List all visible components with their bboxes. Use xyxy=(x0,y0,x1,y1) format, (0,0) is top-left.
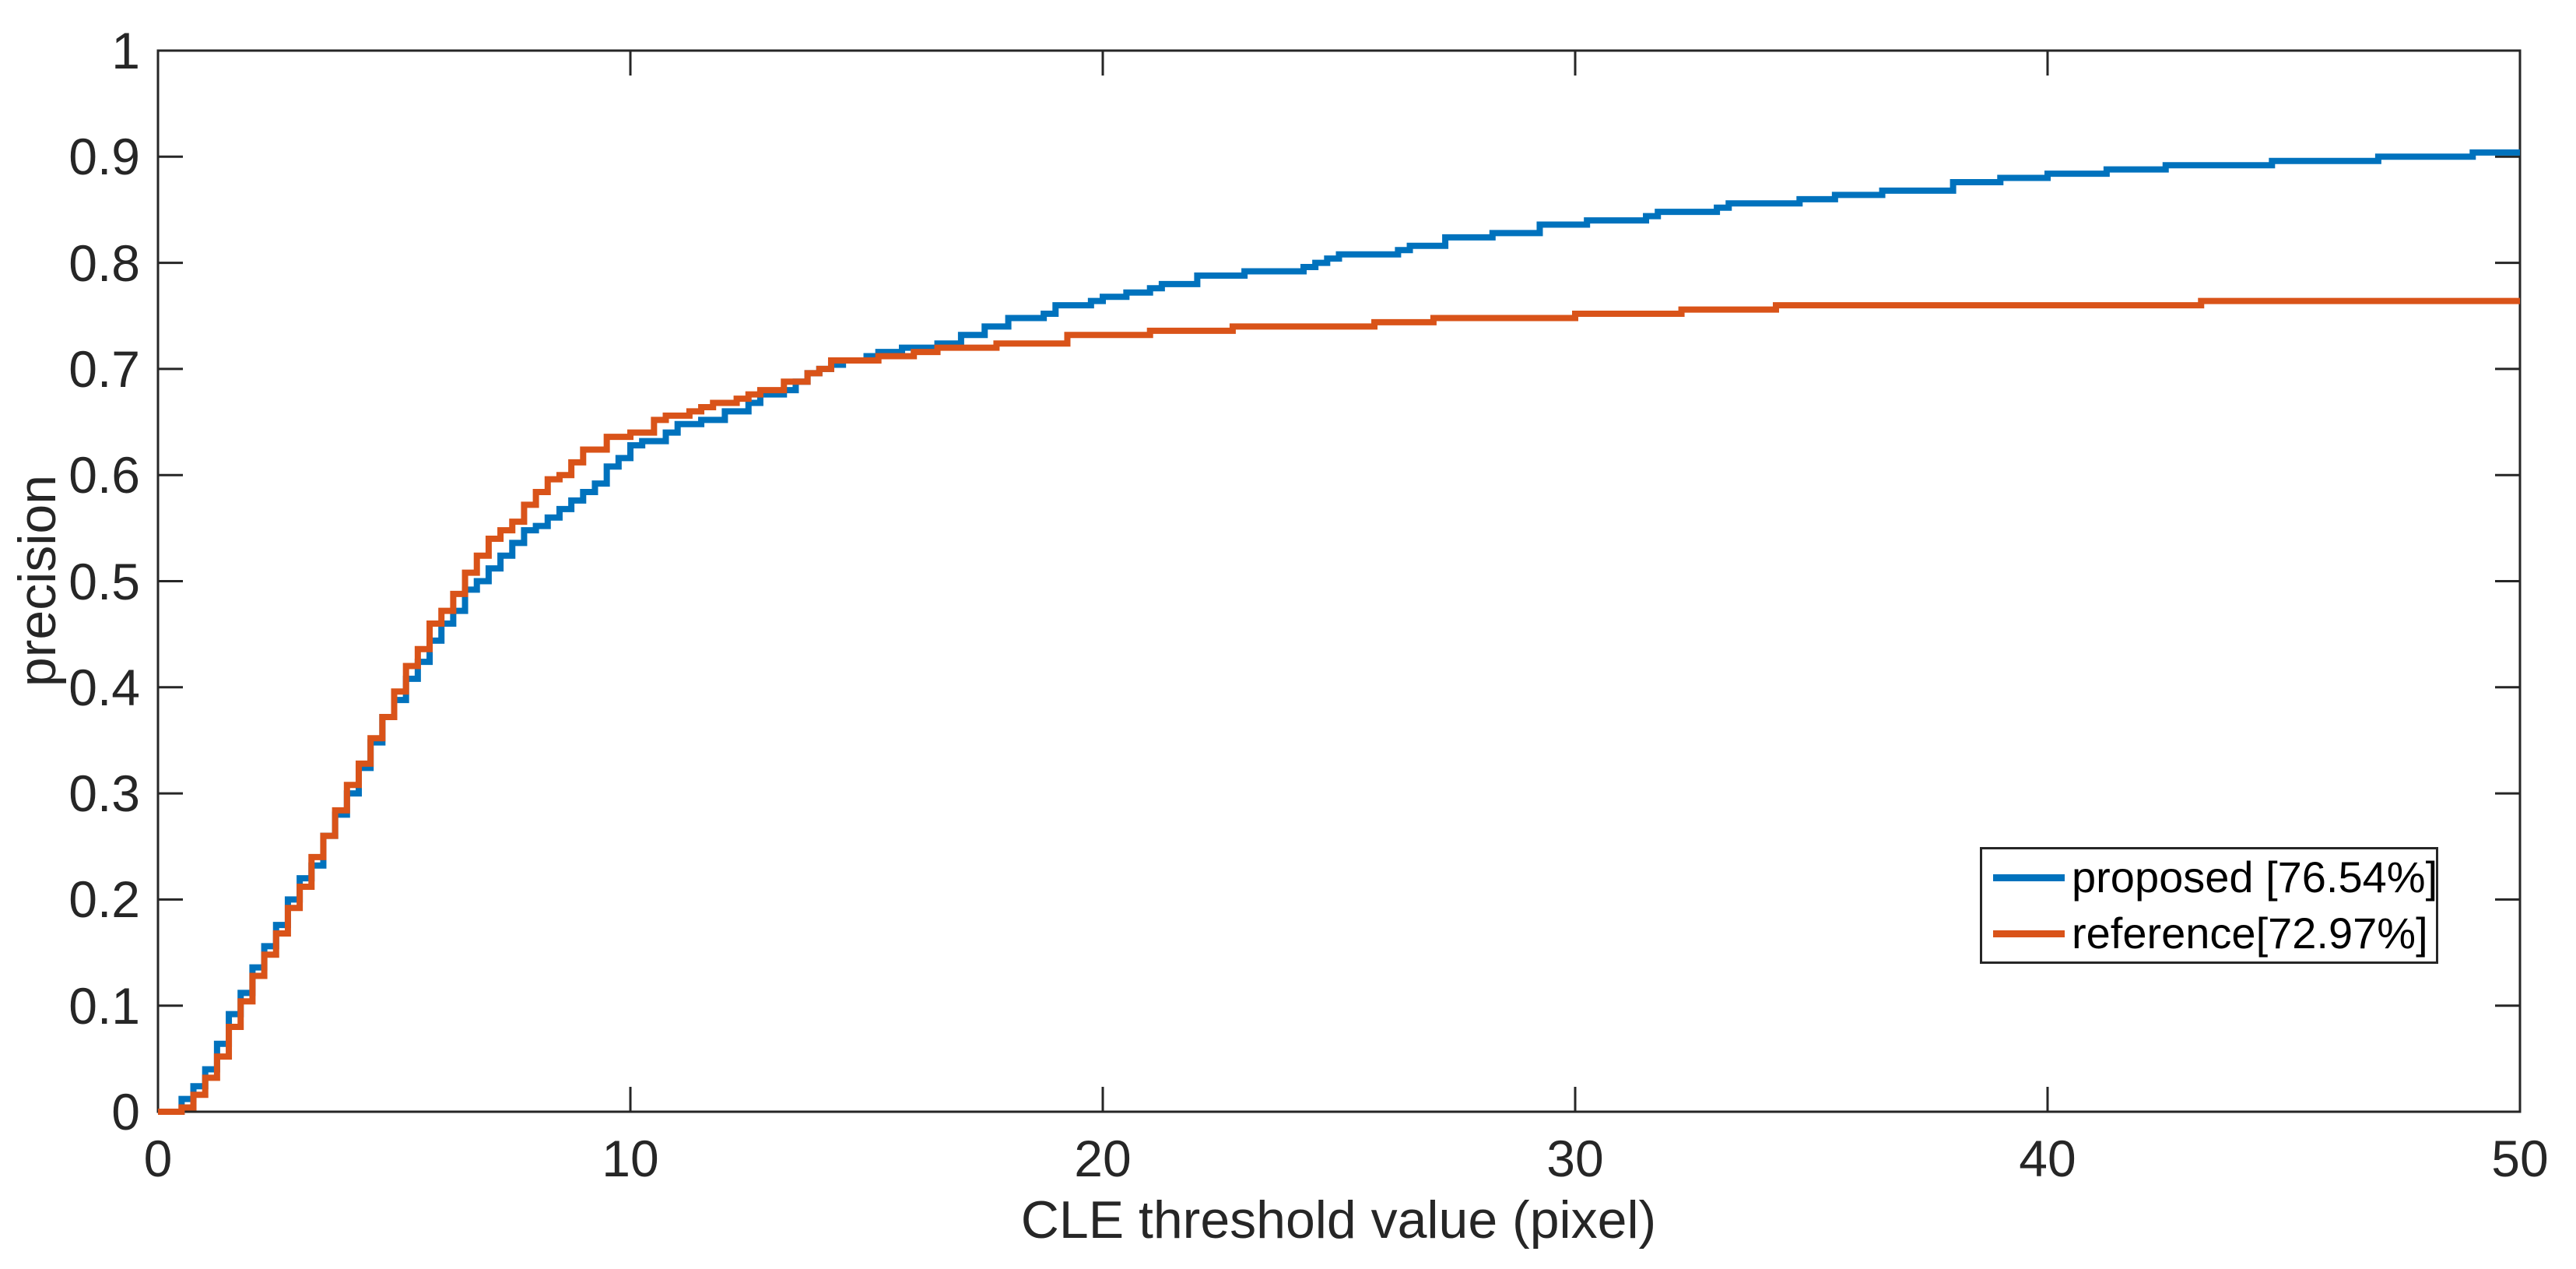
legend-entry: reference[72.97%] xyxy=(1982,905,2436,961)
y-tick-label: 1 xyxy=(111,22,140,79)
x-axis-label: CLE threshold value (pixel) xyxy=(1020,1190,1657,1250)
legend-line-swatch xyxy=(1993,874,2065,881)
y-tick-label: 0.8 xyxy=(68,234,140,292)
legend-label: proposed [76.54%] xyxy=(2072,852,2438,902)
y-tick-label: 0 xyxy=(111,1083,140,1141)
x-tick-label: 10 xyxy=(602,1130,659,1187)
legend-label: reference[72.97%] xyxy=(2072,909,2428,958)
y-tick-label: 0.9 xyxy=(68,128,140,186)
series-line-proposed xyxy=(158,149,2520,1115)
y-tick-label: 0.4 xyxy=(68,658,140,716)
y-tick-label: 0.1 xyxy=(68,976,140,1035)
y-tick-label: 0.2 xyxy=(68,870,140,929)
x-tick-label: 40 xyxy=(2019,1130,2076,1187)
x-tick-label: 30 xyxy=(1546,1130,1604,1187)
y-tick-label: 0.3 xyxy=(68,765,140,823)
legend-entry: proposed [76.54%] xyxy=(1982,849,2438,905)
x-tick-label: 50 xyxy=(2491,1130,2549,1187)
x-tick-label: 20 xyxy=(1074,1130,1132,1187)
legend: proposed [76.54%] reference[72.97%] xyxy=(1980,847,2438,964)
y-tick-label: 0.5 xyxy=(68,552,140,610)
y-tick-label: 0.6 xyxy=(68,446,140,504)
y-tick-label: 0.7 xyxy=(68,339,140,398)
legend-line-swatch xyxy=(1993,930,2065,937)
x-tick-label: 0 xyxy=(143,1130,173,1187)
series-line-reference xyxy=(158,297,2520,1115)
